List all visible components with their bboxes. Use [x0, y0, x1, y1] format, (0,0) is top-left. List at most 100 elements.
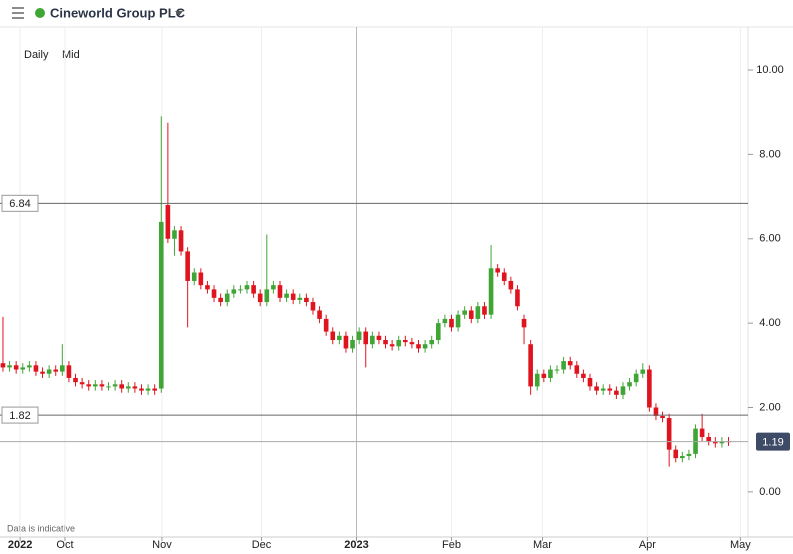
- candle-body: [416, 344, 421, 349]
- candle-body: [640, 369, 646, 374]
- instrument-title[interactable]: Cineworld Group PLC: [50, 5, 186, 20]
- candle-body: [475, 306, 481, 319]
- reference-label-box: [1, 406, 39, 424]
- price-type-label[interactable]: Mid: [62, 49, 80, 61]
- candle-body: [501, 272, 507, 281]
- candle-body: [337, 335, 342, 341]
- disclaimer: Data is indicative: [7, 523, 75, 533]
- candle-body: [317, 310, 322, 319]
- candle-body: [673, 449, 679, 459]
- candle-body: [442, 318, 448, 324]
- x-tick-label: 2022: [8, 539, 32, 551]
- candle-body: [515, 289, 520, 307]
- candle-body: [66, 365, 72, 378]
- candle-body: [462, 310, 467, 315]
- candle-body: [488, 268, 494, 315]
- candle-body: [158, 221, 164, 389]
- candle-body: [686, 453, 692, 457]
- candle-body: [389, 344, 395, 347]
- candle-body: [271, 285, 276, 290]
- candle-body: [27, 365, 32, 368]
- candle-body: [660, 415, 665, 419]
- candle-body: [383, 340, 388, 345]
- candle-body: [198, 272, 204, 286]
- candle-body: [666, 418, 672, 450]
- candle-body: [607, 388, 613, 391]
- candle-body: [363, 331, 369, 345]
- candle-body: [211, 289, 217, 298]
- candle-body: [257, 293, 263, 303]
- candle-body: [449, 318, 454, 328]
- candle-body: [435, 323, 441, 341]
- candle-body: [422, 344, 428, 349]
- candle-body: [0, 363, 6, 368]
- candle-body: [178, 230, 184, 252]
- y-tick-label: 0.00: [759, 486, 780, 498]
- candle-body: [713, 441, 718, 444]
- candle-body: [20, 367, 26, 370]
- candle-body: [40, 371, 45, 374]
- candle-body: [284, 293, 289, 298]
- candle-body: [370, 335, 375, 345]
- candle-body: [455, 314, 461, 328]
- reference-label: 6.84: [9, 198, 30, 210]
- candle-body: [541, 373, 547, 378]
- candle-body: [468, 310, 474, 319]
- candle-body: [521, 318, 527, 328]
- candle-body: [60, 365, 65, 372]
- candle-body: [119, 384, 125, 389]
- candle-body: [93, 384, 98, 387]
- candle-body: [290, 293, 296, 300]
- x-tick-label: Nov: [152, 539, 172, 551]
- candle-body: [297, 297, 303, 300]
- candle-body: [79, 382, 85, 385]
- candle-body: [244, 285, 250, 290]
- candle-body: [409, 342, 415, 345]
- candle-body: [165, 205, 171, 239]
- candle-body: [277, 285, 283, 298]
- candle-body: [620, 386, 626, 395]
- candle-body: [185, 251, 190, 281]
- candle-body: [587, 377, 593, 387]
- candle-body: [356, 331, 362, 341]
- candle-body: [152, 388, 157, 391]
- reference-label: 1.82: [9, 410, 30, 422]
- y-tick-label: 4.00: [759, 317, 780, 329]
- y-tick-label: 6.00: [759, 233, 780, 245]
- candle-body: [534, 373, 540, 387]
- candle-body: [574, 365, 580, 374]
- candle-body: [53, 369, 59, 372]
- candle-body: [106, 386, 111, 388]
- x-tick-label: Feb: [442, 539, 461, 551]
- candle-body: [323, 318, 329, 332]
- candle-body: [600, 388, 606, 391]
- candle-body: [224, 293, 230, 303]
- reference-label-box: [1, 194, 39, 212]
- dropdown-caret[interactable]: [175, 11, 183, 16]
- candle-body: [132, 386, 138, 389]
- candle-body: [627, 382, 632, 387]
- x-tick-label: Mar: [533, 539, 552, 551]
- candle-body: [264, 289, 270, 303]
- candle-body: [125, 386, 131, 389]
- candle-body: [548, 369, 553, 378]
- candle-body: [376, 335, 382, 341]
- status-dot: [35, 8, 45, 18]
- candle-body: [33, 365, 39, 372]
- candle-body: [86, 384, 92, 387]
- x-tick-label: May: [730, 539, 751, 551]
- candle-body: [680, 456, 685, 459]
- candle-body: [231, 289, 237, 294]
- interval-label[interactable]: Daily: [24, 49, 49, 61]
- candle-body: [251, 285, 256, 294]
- menu-icon[interactable]: [12, 7, 24, 19]
- candle-body: [99, 384, 105, 387]
- y-tick-label: 8.00: [759, 148, 780, 160]
- candle-body: [396, 340, 402, 347]
- candle-body: [304, 297, 309, 303]
- x-tick-label: Oct: [56, 539, 73, 551]
- candle-body: [46, 369, 52, 374]
- candle-body: [482, 306, 487, 315]
- candle-body: [719, 441, 725, 444]
